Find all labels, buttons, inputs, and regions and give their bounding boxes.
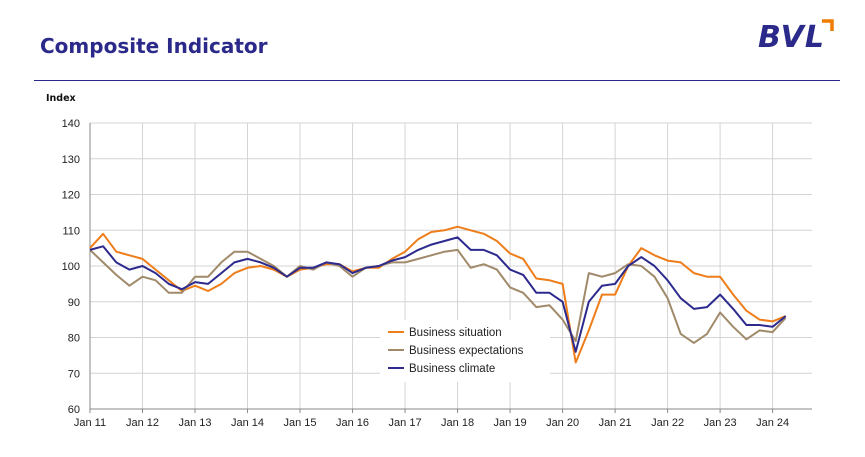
x-tick-label: Jan 23 [704,417,737,429]
x-tick-label: Jan 11 [74,417,106,429]
y-tick-label: 120 [62,190,80,202]
y-tick-label: 60 [68,404,80,416]
x-tick-label: Jan 19 [494,417,527,429]
x-tick-label: Jan 21 [599,417,632,429]
y-tick-label: 100 [62,261,80,273]
y-axis-title: Index [46,93,76,104]
x-tick-label: Jan 14 [231,417,264,429]
page-title: Composite Indicator [40,34,268,58]
x-tick-label: Jan 13 [179,417,212,429]
x-tick-label: Jan 20 [546,417,579,429]
series-line-business-climate [89,236,787,353]
logo-text: BVL [758,20,825,55]
y-tick-label: 140 [62,118,80,130]
y-tick-label: 90 [68,297,80,309]
x-tick-label: Jan 24 [756,417,789,429]
y-tick-label: 70 [68,368,80,380]
legend-label: Business situation [409,327,502,339]
x-tick-label: Jan 15 [284,417,317,429]
series-line-business-situation [89,225,787,364]
header-divider [34,80,840,81]
x-tick-label: Jan 22 [651,417,684,429]
series-line-business-expectations [89,248,787,344]
x-tick-label: Jan 12 [126,417,159,429]
legend-label: Business climate [409,363,495,375]
legend-box [380,320,550,382]
x-tick-label: Jan 17 [389,417,422,429]
x-tick-label: Jan 16 [336,417,369,429]
y-tick-label: 130 [62,154,80,166]
legend-label: Business expectations [409,345,524,357]
y-tick-label: 110 [62,225,80,237]
logo-corner-mark [822,19,834,31]
bvl-logo: BVL [758,16,838,62]
y-tick-label: 80 [68,333,80,345]
x-tick-label: Jan 18 [441,417,474,429]
